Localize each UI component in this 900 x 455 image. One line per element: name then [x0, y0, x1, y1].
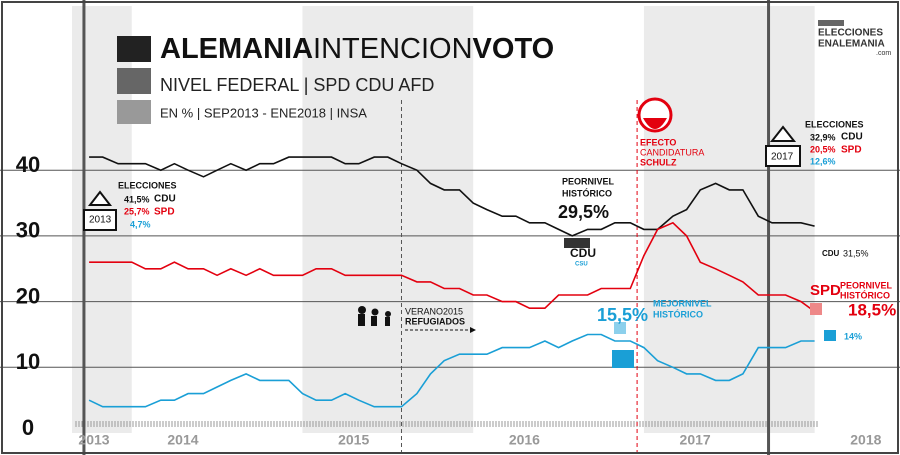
year-band [643, 6, 815, 433]
y-tick-label: 40 [16, 152, 40, 177]
annotation: 2013 [89, 215, 112, 226]
annotation: .com [876, 50, 891, 57]
schulz-beard [643, 118, 667, 129]
annotation: ELECCIONES [805, 119, 864, 129]
end-marker [824, 330, 836, 341]
annotation: CANDIDATURA [640, 147, 704, 157]
annotation: SPD [154, 207, 175, 218]
title-square [117, 100, 151, 124]
lines [88, 156, 816, 408]
annotation: 20,5% [810, 144, 836, 154]
title-square [117, 36, 151, 62]
annotation: ENALEMANIA [818, 39, 885, 50]
subtitle: NIVEL FEDERAL | SPD CDU AFD [160, 75, 434, 95]
x-tick-label: 2013 [78, 432, 109, 448]
annotation: CDU [154, 194, 176, 205]
ballot [769, 125, 797, 142]
y-tick-label: 30 [16, 218, 40, 243]
year-band [302, 6, 474, 433]
annotation: HISTÓRICO [840, 289, 890, 300]
annotation: 15,5% [597, 305, 648, 325]
y-tick-label: 20 [16, 283, 40, 308]
arrowhead [470, 327, 476, 333]
ballot-box [83, 209, 117, 231]
annotation: CDU [570, 246, 596, 260]
annotation: EFECTO [640, 137, 676, 147]
title-part: VOTO [473, 33, 555, 65]
annotation: 12,6% [810, 156, 836, 166]
annotation: SPD [810, 282, 841, 299]
annotation: 41,5% [124, 194, 150, 204]
annotation: REFUGIADOS [405, 316, 465, 326]
annotation: 31,5% [843, 248, 869, 258]
logo-mark [818, 20, 844, 26]
ballot [87, 190, 113, 206]
annotation: ELECCIONES [818, 28, 883, 39]
x-tick-label: 2016 [509, 432, 540, 448]
annotation: HISTÓRICO [653, 308, 703, 319]
x-tick-label: 2015 [338, 432, 369, 448]
annotation: MEJORNIVEL [653, 298, 712, 308]
series-line [89, 156, 815, 237]
end-marker [810, 303, 822, 315]
y-tick-label: 10 [16, 349, 40, 374]
x-tick-label: 2018 [850, 432, 881, 448]
annotation: HISTÓRICO [562, 187, 612, 198]
annotation: 4,7% [130, 219, 151, 229]
annotation: 32,9% [810, 132, 836, 142]
cdu-icon [564, 238, 590, 248]
annotation: CDU [822, 249, 840, 258]
title-square [117, 68, 151, 94]
title-part: INTENCION [313, 33, 473, 65]
annotation: PEORNIVEL [562, 176, 615, 186]
best-marker [614, 322, 626, 334]
series-line [88, 333, 815, 408]
annotations: 2013 2014 2015 2016 2017 2018 0 10 20 30 40 ELECCIO… [16, 28, 896, 448]
annotation: SPD [841, 145, 862, 156]
annotation: VERANO2015 [405, 306, 463, 316]
annotation: PEORNIVEL [840, 280, 893, 290]
chart-title: ALEMANIAINTENCIONVOTO [160, 33, 554, 65]
ballot-box [765, 145, 801, 167]
annotation: ELECCIONES [118, 180, 177, 190]
year-bands [72, 6, 815, 433]
y-tick-label: 0 [22, 415, 34, 440]
x-tick-label: 2014 [167, 432, 198, 448]
annotation: 25,7% [124, 206, 150, 216]
series-line [89, 221, 816, 313]
annotation: CSU [575, 262, 588, 268]
annotation: 29,5% [558, 202, 609, 222]
annotation: 18,5% [848, 300, 896, 319]
title-part: ALEMANIA [160, 33, 313, 65]
annotation: SCHULZ [640, 157, 677, 167]
x-tick-label: 2017 [680, 432, 711, 448]
afd-icon [612, 350, 634, 368]
annotation: 14% [844, 331, 862, 341]
note: EN % | SEP2013 - ENE2018 | INSA [160, 105, 367, 120]
refugees-icon [358, 306, 391, 326]
annotation: 2017 [771, 152, 794, 163]
annotation: CDU [841, 132, 863, 143]
